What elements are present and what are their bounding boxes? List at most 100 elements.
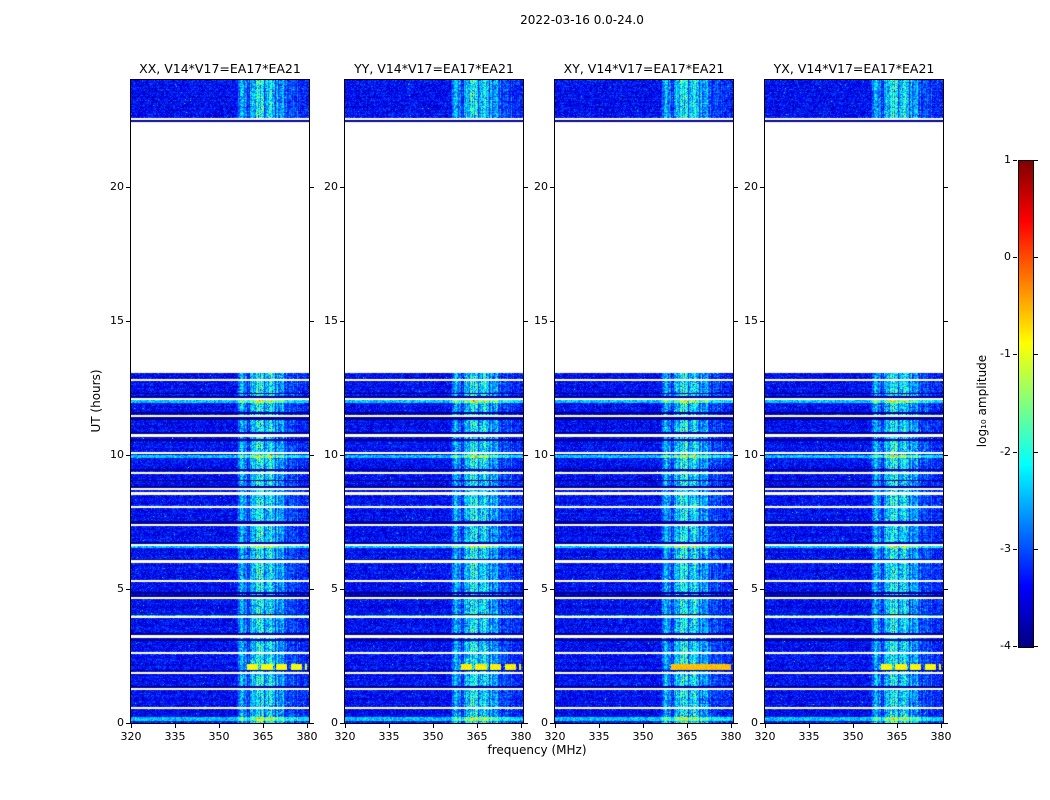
y-tick-right bbox=[734, 589, 738, 590]
y-tick-right bbox=[944, 187, 948, 188]
y-tick bbox=[126, 187, 130, 188]
spectrogram-canvas-2 bbox=[555, 80, 733, 723]
x-tick-label: 365 bbox=[466, 730, 488, 743]
colorbar-tick-label: -1 bbox=[1000, 347, 1011, 360]
y-tick bbox=[760, 321, 764, 322]
x-tick-label: 350 bbox=[422, 730, 444, 743]
panel-title-1: YY, V14*V17=EA17*EA21 bbox=[354, 61, 514, 76]
y-tick bbox=[550, 187, 554, 188]
y-tick-right bbox=[734, 455, 738, 456]
y-tick bbox=[126, 321, 130, 322]
y-tick bbox=[340, 321, 344, 322]
x-tick-label: 335 bbox=[798, 730, 820, 743]
x-tick-label: 380 bbox=[296, 730, 318, 743]
x-tick bbox=[521, 724, 522, 728]
x-tick-label: 320 bbox=[754, 730, 776, 743]
y-tick bbox=[760, 723, 764, 724]
x-tick-label: 350 bbox=[842, 730, 864, 743]
y-tick-label: 0 bbox=[541, 716, 548, 729]
x-tick bbox=[263, 724, 264, 728]
colorbar-tick-right bbox=[1034, 646, 1038, 647]
y-tick-label: 10 bbox=[324, 448, 338, 461]
x-tick bbox=[477, 724, 478, 728]
colorbar-tick-right bbox=[1034, 452, 1038, 453]
x-tick bbox=[765, 724, 766, 728]
y-tick-right bbox=[734, 723, 738, 724]
y-tick bbox=[760, 455, 764, 456]
x-tick bbox=[853, 724, 854, 728]
x-tick bbox=[555, 724, 556, 728]
y-tick-label: 15 bbox=[744, 314, 758, 327]
y-tick-label: 5 bbox=[751, 582, 758, 595]
y-tick-right bbox=[310, 589, 314, 590]
y-tick-label: 5 bbox=[541, 582, 548, 595]
y-tick-right bbox=[734, 321, 738, 322]
x-tick bbox=[219, 724, 220, 728]
y-tick-label: 0 bbox=[331, 716, 338, 729]
y-tick-label: 20 bbox=[534, 180, 548, 193]
y-tick-right bbox=[734, 187, 738, 188]
panel-frame-3 bbox=[764, 79, 944, 724]
y-tick-right bbox=[524, 455, 528, 456]
colorbar-tick bbox=[1013, 354, 1017, 355]
colorbar-tick-right bbox=[1034, 549, 1038, 550]
y-tick-label: 20 bbox=[110, 180, 124, 193]
y-tick-right bbox=[310, 321, 314, 322]
colorbar-tick-label: 1 bbox=[1004, 153, 1011, 166]
colorbar-tick bbox=[1013, 646, 1017, 647]
x-tick-label: 380 bbox=[510, 730, 532, 743]
spectrogram-canvas-0 bbox=[131, 80, 309, 723]
y-tick bbox=[550, 589, 554, 590]
y-tick-right bbox=[524, 321, 528, 322]
y-tick bbox=[126, 455, 130, 456]
y-tick-right bbox=[310, 455, 314, 456]
y-tick bbox=[760, 589, 764, 590]
x-tick bbox=[131, 724, 132, 728]
x-axis-label: frequency (MHz) bbox=[487, 743, 587, 757]
panel-title-0: XX, V14*V17=EA17*EA21 bbox=[139, 61, 301, 76]
y-tick-right bbox=[524, 187, 528, 188]
x-tick bbox=[307, 724, 308, 728]
x-tick-label: 365 bbox=[252, 730, 274, 743]
colorbar-tick bbox=[1013, 257, 1017, 258]
y-tick-right bbox=[944, 723, 948, 724]
x-tick-label: 380 bbox=[720, 730, 742, 743]
panel-frame-0 bbox=[130, 79, 310, 724]
x-tick bbox=[345, 724, 346, 728]
x-tick bbox=[809, 724, 810, 728]
y-tick-right bbox=[524, 723, 528, 724]
x-tick bbox=[643, 724, 644, 728]
y-tick bbox=[340, 187, 344, 188]
y-tick-right bbox=[310, 723, 314, 724]
panel-frame-1 bbox=[344, 79, 524, 724]
x-tick bbox=[687, 724, 688, 728]
panel-title-2: XY, V14*V17=EA17*EA21 bbox=[563, 61, 725, 76]
y-tick bbox=[126, 723, 130, 724]
y-tick bbox=[340, 455, 344, 456]
panel-title-3: YX, V14*V17=EA17*EA21 bbox=[773, 61, 935, 76]
x-tick-label: 350 bbox=[632, 730, 654, 743]
x-tick bbox=[433, 724, 434, 728]
colorbar-tick-label: 0 bbox=[1004, 250, 1011, 263]
colorbar-gradient bbox=[1018, 160, 1034, 648]
y-tick-label: 15 bbox=[110, 314, 124, 327]
y-tick bbox=[760, 187, 764, 188]
y-tick-label: 5 bbox=[331, 582, 338, 595]
y-tick-right bbox=[944, 589, 948, 590]
x-tick-label: 335 bbox=[378, 730, 400, 743]
colorbar-tick-label: -2 bbox=[1000, 445, 1011, 458]
colorbar-tick-right bbox=[1034, 354, 1038, 355]
x-tick bbox=[175, 724, 176, 728]
y-tick bbox=[340, 723, 344, 724]
y-tick-label: 10 bbox=[110, 448, 124, 461]
x-tick-label: 365 bbox=[676, 730, 698, 743]
y-tick-right bbox=[524, 589, 528, 590]
y-tick bbox=[550, 455, 554, 456]
panel-frame-2 bbox=[554, 79, 734, 724]
y-tick-right bbox=[310, 187, 314, 188]
y-axis-label: UT (hours) bbox=[89, 369, 103, 433]
colorbar-tick-label: -3 bbox=[1000, 542, 1011, 555]
y-tick-label: 15 bbox=[324, 314, 338, 327]
spectrogram-canvas-1 bbox=[345, 80, 523, 723]
